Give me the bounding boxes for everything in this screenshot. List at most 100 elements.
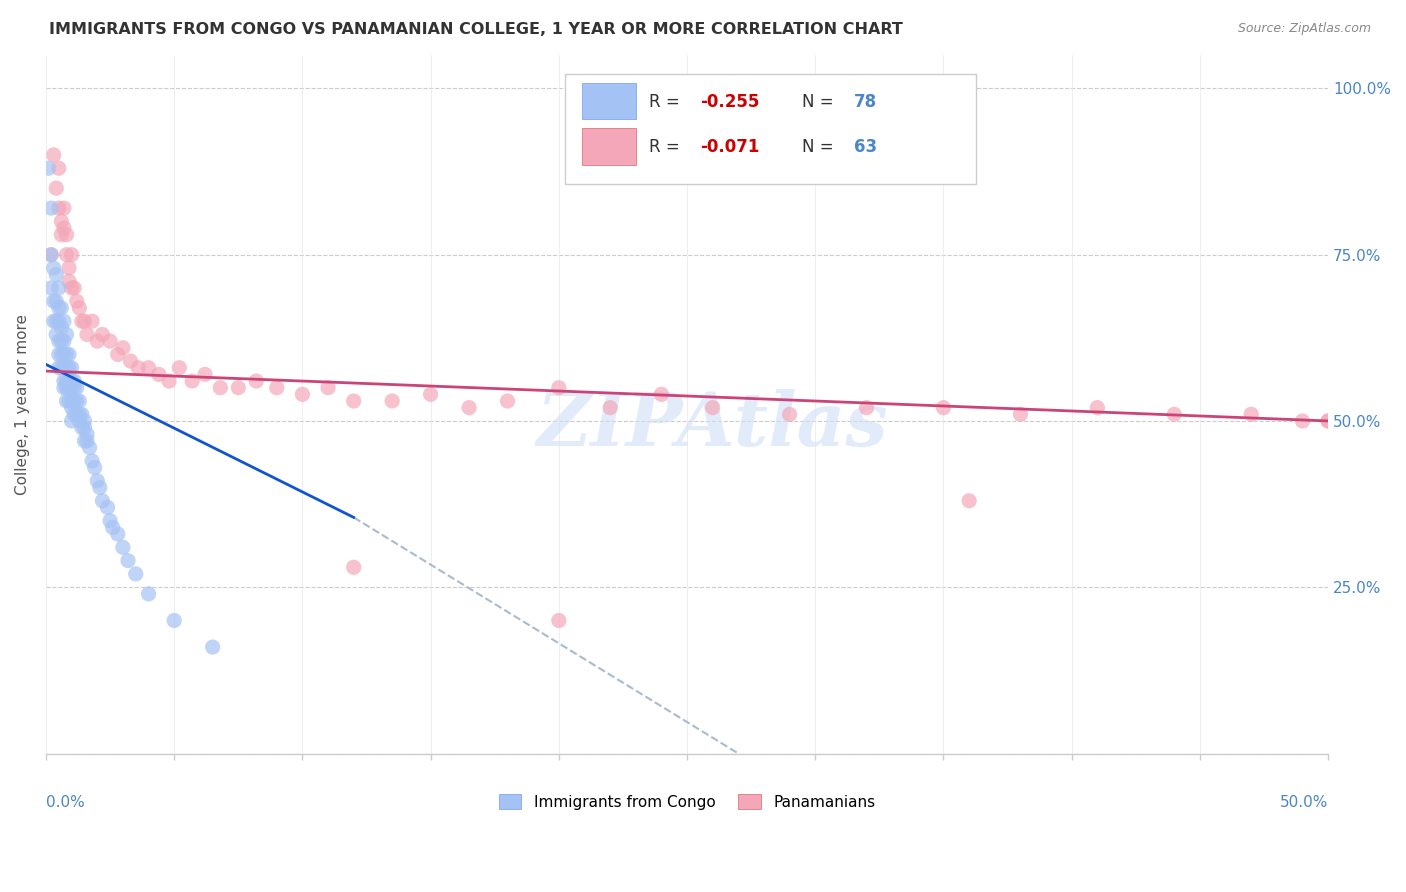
FancyBboxPatch shape xyxy=(582,128,636,165)
Point xyxy=(316,381,339,395)
Point xyxy=(58,381,80,395)
Y-axis label: College, 1 year or more: College, 1 year or more xyxy=(15,314,30,495)
Point xyxy=(48,347,70,361)
Point xyxy=(125,566,148,581)
Point xyxy=(70,407,93,421)
Point xyxy=(76,427,98,442)
Point xyxy=(55,248,77,262)
Text: IMMIGRANTS FROM CONGO VS PANAMANIAN COLLEGE, 1 YEAR OR MORE CORRELATION CHART: IMMIGRANTS FROM CONGO VS PANAMANIAN COLL… xyxy=(49,22,903,37)
Point xyxy=(45,181,67,195)
Point xyxy=(343,394,366,409)
Text: 63: 63 xyxy=(853,138,877,156)
Point xyxy=(48,301,70,315)
Point xyxy=(66,294,89,309)
Point xyxy=(58,347,80,361)
Point xyxy=(496,394,519,409)
Point xyxy=(39,281,62,295)
Point xyxy=(55,327,77,342)
Point xyxy=(458,401,481,415)
Point xyxy=(52,347,75,361)
Point xyxy=(73,434,96,448)
Point xyxy=(48,161,70,176)
Point xyxy=(60,381,83,395)
Text: R =: R = xyxy=(648,138,679,156)
Point xyxy=(855,401,877,415)
Point xyxy=(181,374,204,388)
Point xyxy=(63,374,86,388)
Text: N =: N = xyxy=(803,138,834,156)
Point xyxy=(127,360,149,375)
Point xyxy=(169,360,191,375)
Text: -0.255: -0.255 xyxy=(700,93,759,111)
Point xyxy=(51,334,73,348)
Point xyxy=(157,374,180,388)
Point xyxy=(51,301,73,315)
Point xyxy=(73,314,96,328)
Point xyxy=(55,360,77,375)
Point xyxy=(381,394,404,409)
Point xyxy=(1291,414,1313,428)
Point xyxy=(60,414,83,428)
Point xyxy=(86,474,108,488)
Text: ZIPAtlas: ZIPAtlas xyxy=(537,389,889,461)
Point xyxy=(55,347,77,361)
Point xyxy=(83,460,105,475)
Point xyxy=(60,281,83,295)
Point xyxy=(1317,414,1340,428)
Point xyxy=(67,394,90,409)
Point xyxy=(42,260,65,275)
Point xyxy=(226,381,249,395)
Text: Source: ZipAtlas.com: Source: ZipAtlas.com xyxy=(1237,22,1371,36)
Point xyxy=(650,387,672,401)
Point xyxy=(45,294,67,309)
Point xyxy=(38,161,60,176)
Text: 0.0%: 0.0% xyxy=(46,796,84,811)
Point xyxy=(52,360,75,375)
Point xyxy=(547,381,569,395)
Point xyxy=(702,401,724,415)
Point xyxy=(66,407,89,421)
Point xyxy=(42,148,65,162)
Point xyxy=(76,327,98,342)
Point xyxy=(82,314,104,328)
Point xyxy=(932,401,955,415)
Point xyxy=(51,214,73,228)
Point xyxy=(58,374,80,388)
Point xyxy=(73,420,96,434)
Point xyxy=(91,327,114,342)
Point xyxy=(42,294,65,309)
Point xyxy=(1085,401,1108,415)
Point xyxy=(52,374,75,388)
Point xyxy=(70,420,93,434)
Point xyxy=(48,334,70,348)
Point xyxy=(60,394,83,409)
Point xyxy=(48,314,70,328)
Point xyxy=(52,221,75,235)
Point xyxy=(67,414,90,428)
Point xyxy=(547,614,569,628)
Point xyxy=(52,381,75,395)
Point xyxy=(51,347,73,361)
Point xyxy=(148,368,170,382)
Point xyxy=(1163,407,1185,421)
Point xyxy=(63,281,86,295)
Point xyxy=(1240,407,1263,421)
Point xyxy=(117,554,139,568)
Point xyxy=(1317,414,1340,428)
Point xyxy=(957,493,980,508)
Point xyxy=(60,401,83,415)
Point xyxy=(89,480,111,494)
Point xyxy=(86,334,108,348)
Point xyxy=(58,394,80,409)
FancyBboxPatch shape xyxy=(582,83,636,120)
Point xyxy=(60,248,83,262)
Point xyxy=(63,381,86,395)
Point xyxy=(138,587,160,601)
Point xyxy=(98,334,121,348)
Point xyxy=(55,394,77,409)
Point xyxy=(48,360,70,375)
Point xyxy=(76,434,98,448)
Point xyxy=(55,374,77,388)
Text: N =: N = xyxy=(803,93,834,111)
Point xyxy=(52,334,75,348)
